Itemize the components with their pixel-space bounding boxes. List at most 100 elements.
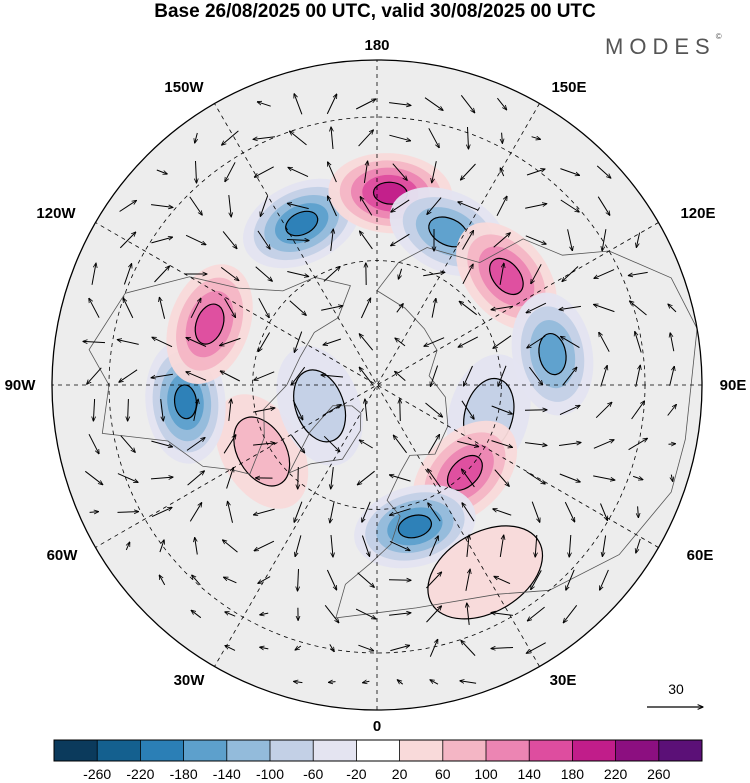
wind-arrow — [150, 477, 173, 479]
wind-arrow — [390, 475, 411, 482]
wind-arrow — [128, 398, 129, 421]
wind-arrow — [83, 341, 106, 342]
wind-arrow — [186, 338, 207, 347]
wind-arrow — [225, 646, 236, 651]
wind-arrow — [359, 440, 373, 449]
wind-arrow — [119, 201, 137, 212]
wind-arrow — [428, 128, 439, 147]
wind-arrow — [636, 538, 641, 553]
colorbar-swatch — [399, 740, 444, 761]
coastline — [288, 405, 362, 474]
wind-arrow — [220, 337, 241, 345]
wind-arrow — [254, 166, 274, 177]
wind-arrow — [151, 373, 173, 378]
wind-arrow — [526, 471, 545, 484]
wind-arrow — [670, 333, 675, 352]
colorbar-swatch — [442, 740, 487, 761]
wind-arrow — [298, 466, 299, 489]
colorbar-swatch — [486, 740, 530, 761]
wind-arrow — [458, 202, 479, 211]
wind-arrow — [430, 365, 439, 387]
wind-arrow — [491, 648, 514, 649]
wind-arrow — [389, 613, 411, 616]
wind-arrow — [491, 405, 513, 414]
wind-arrow — [159, 575, 166, 586]
wind-arrow — [294, 681, 303, 682]
wind-arrow — [397, 680, 404, 685]
wind-arrow — [531, 501, 540, 523]
wind-arrow — [426, 606, 442, 623]
wind-arrow — [258, 576, 271, 584]
wind-arrow — [491, 440, 513, 448]
wind-arrow — [499, 263, 504, 285]
colorbar-swatch — [54, 740, 98, 761]
wind-arrow — [88, 433, 99, 454]
wind-arrow — [260, 195, 269, 217]
wind-arrow — [593, 440, 614, 449]
wind-arrow — [323, 267, 340, 282]
wind-arrow — [361, 535, 369, 557]
wind-arrow — [228, 195, 231, 217]
wind-arrow — [560, 168, 579, 176]
wind-arrow — [257, 230, 270, 249]
wind-arrow — [593, 475, 615, 480]
wind-arrow — [291, 366, 306, 385]
wind-arrow — [154, 266, 170, 283]
wind-arrow — [493, 509, 512, 516]
colorbar-tick-label: -60 — [303, 766, 323, 782]
wind-arrow — [258, 298, 269, 317]
longitude-label: 0 — [373, 718, 381, 735]
wind-arrow — [328, 162, 337, 183]
colorbar-swatch — [658, 740, 703, 761]
brand-text: MODES — [605, 34, 716, 59]
colorbar-tick-label: 20 — [392, 766, 408, 782]
wind-arrow — [360, 231, 373, 250]
wind-arrow — [226, 468, 234, 489]
wind-arrow — [189, 196, 202, 215]
wind-arrow — [117, 512, 139, 513]
map-border — [51, 59, 703, 711]
colorbar-swatch — [270, 740, 314, 761]
wind-arrow — [564, 501, 574, 522]
wind-arrow — [295, 535, 302, 556]
colorbar-swatch — [572, 740, 616, 761]
wind-arrow — [460, 94, 474, 112]
wind-arrow — [253, 136, 275, 140]
wind-arrow — [84, 470, 102, 484]
wind-arrow — [323, 338, 342, 345]
chart-title: Base 26/08/2025 00 UTC, valid 30/08/2025… — [154, 1, 596, 22]
wind-arrow — [326, 94, 336, 115]
wind-arrow — [195, 132, 198, 143]
anomaly-contour — [538, 332, 567, 376]
wind-arrow — [152, 337, 173, 348]
anomaly-center-10 — [166, 264, 253, 384]
wind-arrow — [499, 535, 503, 557]
wind-arrow — [253, 508, 275, 515]
wind-arrow — [395, 338, 406, 347]
wind-arrow — [321, 306, 343, 311]
wind-arrow — [424, 97, 443, 111]
colorbar-tick-label: 180 — [561, 766, 585, 782]
wind-arrow — [531, 137, 541, 140]
colorbar-tick-label: -140 — [213, 766, 241, 782]
wind-arrow — [294, 501, 303, 523]
wind-arrow — [562, 266, 579, 282]
wind-arrow — [324, 604, 339, 622]
wind-arrow — [192, 575, 201, 586]
wind-arrow — [668, 304, 677, 313]
wind-arrow — [365, 399, 367, 421]
anomaly-center-7 — [354, 484, 476, 569]
wind-arrow — [559, 305, 581, 309]
wind-arrow — [321, 375, 344, 377]
wind-arrow — [224, 298, 236, 318]
colorbar-tick-label: -260 — [83, 766, 111, 782]
wind-arrow — [359, 334, 374, 351]
wind-arrow — [430, 680, 439, 685]
wind-arrow — [186, 372, 207, 381]
wind-arrow — [502, 132, 503, 144]
wind-arrow — [357, 572, 375, 588]
wind-arrow — [185, 234, 206, 244]
wind-arrow — [526, 302, 547, 313]
wind-arrow — [431, 298, 436, 318]
wind-arrow — [599, 332, 610, 352]
